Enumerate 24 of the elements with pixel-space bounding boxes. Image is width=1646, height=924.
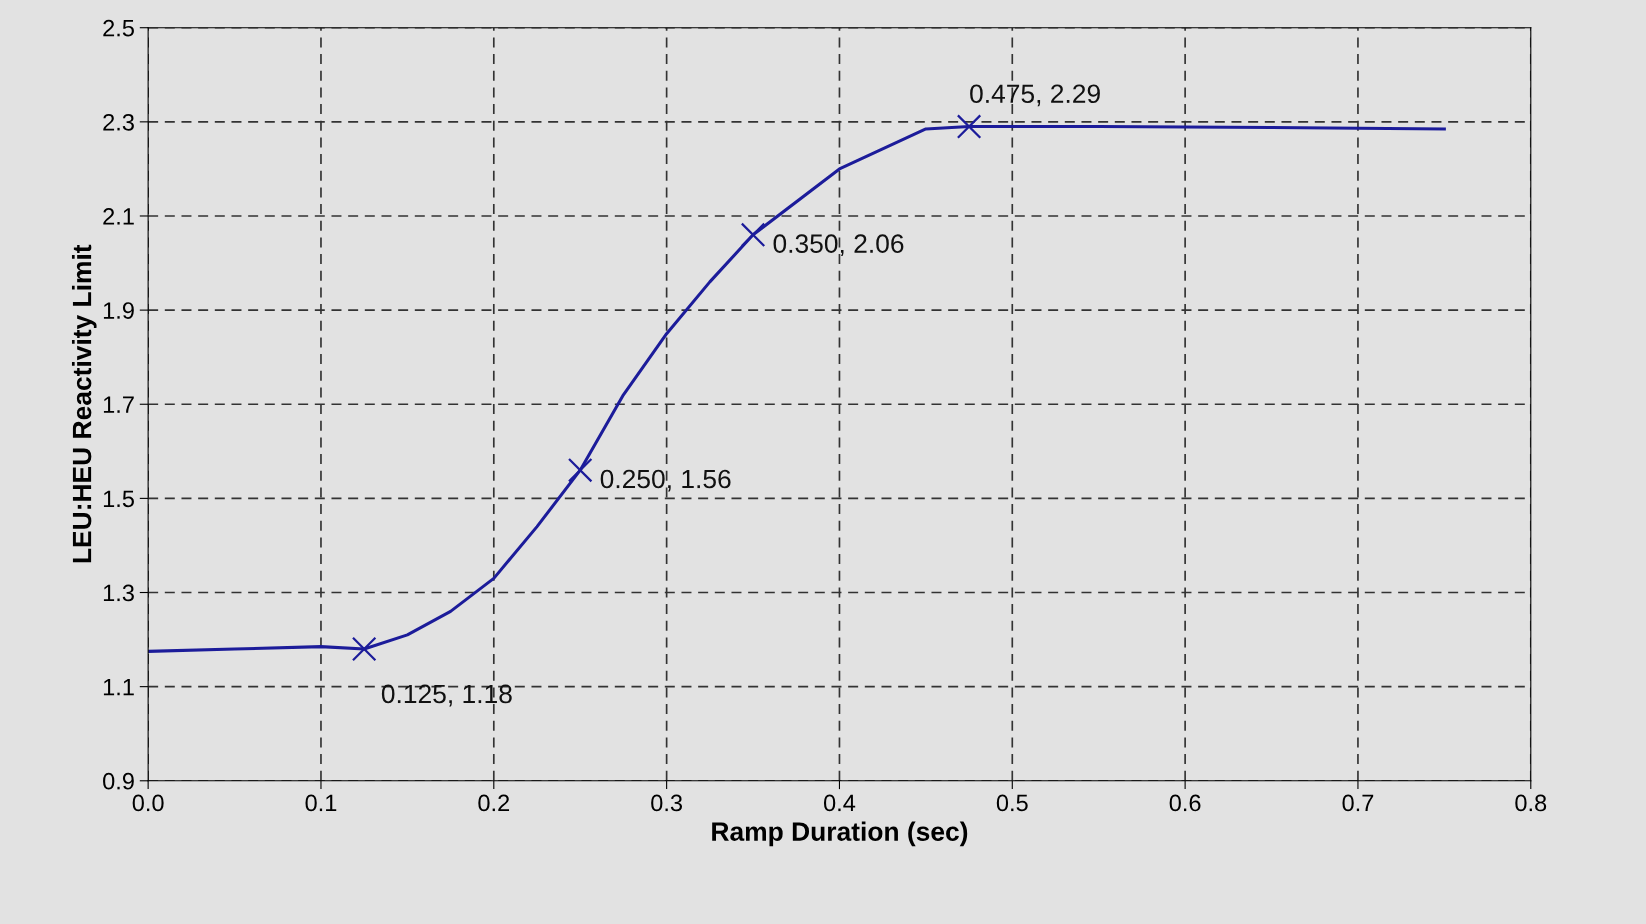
y-tick-label: 1.5 — [103, 490, 134, 508]
y-tick-label: 1.9 — [103, 302, 134, 319]
x-tick-label: 0.5 — [996, 794, 1028, 812]
x-axis-title: Ramp Duration (sec) — [712, 821, 968, 847]
annotation: 0.350, 2.06 — [773, 234, 904, 257]
y-tick-label: 2.5 — [103, 19, 134, 37]
y-tick-label: 1.3 — [103, 584, 134, 602]
x-tick-label: 0.4 — [823, 794, 856, 812]
x-tick-label: 0.3 — [651, 794, 682, 812]
annotation: 0.475, 2.29 — [970, 84, 1100, 107]
y-axis-title: LEU:HEU Reactivity Limit — [71, 244, 97, 563]
y-tick-label: 2.1 — [103, 208, 134, 225]
y-tick-label: 1.7 — [103, 396, 134, 413]
annotation: 0.125, 1.18 — [381, 684, 512, 707]
annotation: 0.250, 1.56 — [600, 469, 731, 492]
x-tick-label: 0.7 — [1342, 794, 1374, 812]
x-tick-label: 0.0 — [132, 794, 164, 812]
y-tick-label: 0.9 — [103, 772, 134, 790]
y-tick-label: 1.1 — [103, 678, 134, 696]
x-tick-label: 0.2 — [478, 794, 510, 812]
y-tick-label: 2.3 — [103, 113, 134, 131]
x-tick-label: 0.1 — [305, 794, 337, 812]
x-tick-label: 0.6 — [1169, 794, 1201, 812]
x-tick-label: 0.8 — [1515, 794, 1547, 812]
